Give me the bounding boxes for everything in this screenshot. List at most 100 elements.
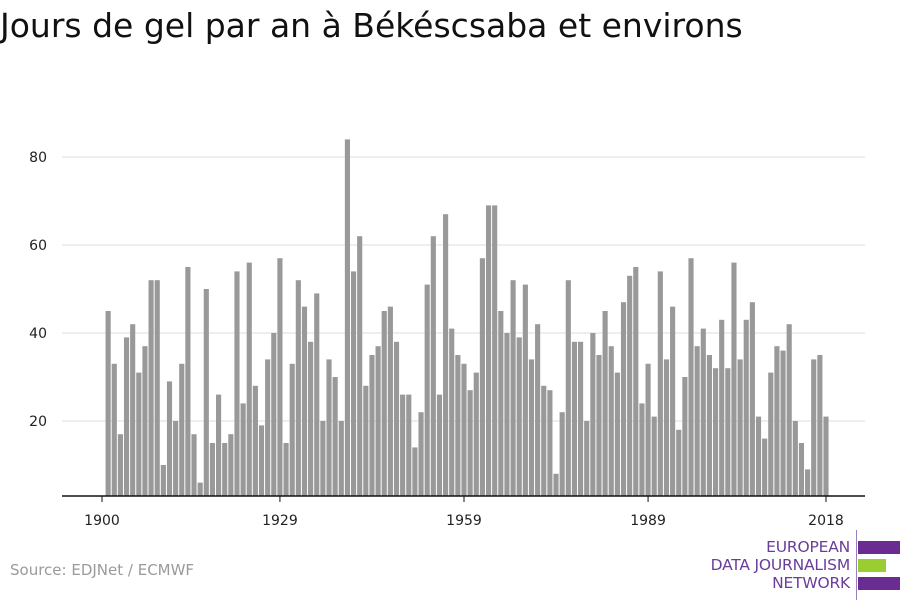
source-text: Source: EDJNet / ECMWF <box>10 561 195 579</box>
bar-1987 <box>633 267 639 496</box>
bar-1908 <box>148 280 154 496</box>
bar-1919 <box>216 394 222 496</box>
bar-2004 <box>737 359 743 496</box>
bar-1938 <box>332 377 338 496</box>
y-tick-label-80: 80 <box>29 150 47 166</box>
bar-1906 <box>136 372 142 496</box>
logo-line-3: NETWORK <box>772 574 850 592</box>
bar-2006 <box>749 302 755 496</box>
bar-1907 <box>142 346 148 496</box>
bar-2009 <box>768 372 774 496</box>
bar-1940 <box>344 139 350 496</box>
bar-1943 <box>363 385 369 496</box>
tick-labels: 20 40 60 80 1900 1929 1959 1989 2018 <box>29 150 844 529</box>
bar-1977 <box>571 341 578 496</box>
bar-1966 <box>504 333 510 496</box>
edjnet-logo: EUROPEAN DATA JOURNALISM NETWORK <box>700 530 900 600</box>
bar-1953 <box>424 284 430 496</box>
bar-1928 <box>271 333 277 496</box>
bar-1995 <box>682 377 688 496</box>
bar-1944 <box>369 355 375 496</box>
y-tick-label-60: 60 <box>29 238 47 254</box>
bar-1965 <box>498 311 504 496</box>
bar-2011 <box>780 350 786 496</box>
bar-1971 <box>535 324 541 496</box>
bar-1998 <box>700 328 706 496</box>
bar-1914 <box>185 267 191 496</box>
bar-1954 <box>430 236 436 496</box>
bar-2015 <box>805 469 811 496</box>
bar-2002 <box>725 368 731 496</box>
bar-1974 <box>553 473 559 496</box>
bar-1979 <box>584 421 590 496</box>
bar-1936 <box>320 421 326 496</box>
bar-1978 <box>578 341 584 496</box>
bar-1932 <box>295 280 301 496</box>
bar-1975 <box>559 412 565 496</box>
bar-1915 <box>191 434 197 496</box>
bar-1962 <box>479 258 485 496</box>
bar-1988 <box>639 403 645 496</box>
bar-1956 <box>443 214 449 496</box>
bar-1961 <box>473 372 479 496</box>
bar-1997 <box>694 346 700 496</box>
bar-1922 <box>234 271 240 496</box>
bar-1935 <box>314 293 320 496</box>
bar-1986 <box>627 275 633 496</box>
chart-title: Jours de gel par an à Békéscsaba et envi… <box>0 6 743 45</box>
bar-2001 <box>719 319 725 496</box>
bar-1959 <box>461 363 467 496</box>
bar-1933 <box>301 306 308 496</box>
bar-2008 <box>762 438 768 496</box>
bar-1934 <box>308 341 314 496</box>
logo-bar-2 <box>858 559 886 572</box>
logo-bar-3 <box>858 577 900 590</box>
bar-2017 <box>817 355 823 496</box>
bar-2010 <box>774 346 780 496</box>
bar-1994 <box>676 429 682 496</box>
bar-1905 <box>130 324 136 496</box>
bar-1972 <box>541 385 547 496</box>
bar-2018 <box>823 416 829 496</box>
bar-1951 <box>412 447 418 496</box>
bar-2012 <box>786 324 792 496</box>
bar-1963 <box>485 205 492 496</box>
bar-1904 <box>123 337 130 496</box>
bar-1993 <box>670 306 676 496</box>
bar-1952 <box>418 412 424 496</box>
logo-bar-1 <box>858 541 900 554</box>
bar-1947 <box>387 306 393 496</box>
logo-line-1: EUROPEAN <box>766 538 850 556</box>
bar-2016 <box>811 359 817 496</box>
bar-2014 <box>798 443 805 496</box>
bar-1926 <box>258 425 265 496</box>
bar-1931 <box>289 363 295 496</box>
bar-1916 <box>197 482 203 496</box>
bar-1902 <box>111 363 117 496</box>
bar-1955 <box>436 394 443 496</box>
bar-1921 <box>228 434 234 496</box>
bar-1927 <box>265 359 271 496</box>
bar-1901 <box>105 311 111 496</box>
grid-lines <box>62 156 865 422</box>
bar-2003 <box>731 262 737 496</box>
bar-1976 <box>565 280 571 496</box>
bar-1983 <box>608 346 614 496</box>
bar-1999 <box>706 355 712 496</box>
bar-1969 <box>522 284 528 496</box>
bar-1925 <box>252 385 258 496</box>
bar-1960 <box>467 390 473 496</box>
x-tick-label-2018: 2018 <box>808 513 844 529</box>
bar-1945 <box>375 346 381 496</box>
bar-1996 <box>688 258 694 496</box>
bar-1903 <box>117 434 123 496</box>
bar-1964 <box>492 205 498 496</box>
x-tick-label-1959: 1959 <box>446 513 482 529</box>
bar-1910 <box>160 465 166 496</box>
bar-1948 <box>393 341 400 496</box>
bar-1957 <box>449 328 455 496</box>
bar-1967 <box>510 280 516 496</box>
x-tick-label-1900: 1900 <box>84 513 120 529</box>
x-axis <box>62 495 865 502</box>
